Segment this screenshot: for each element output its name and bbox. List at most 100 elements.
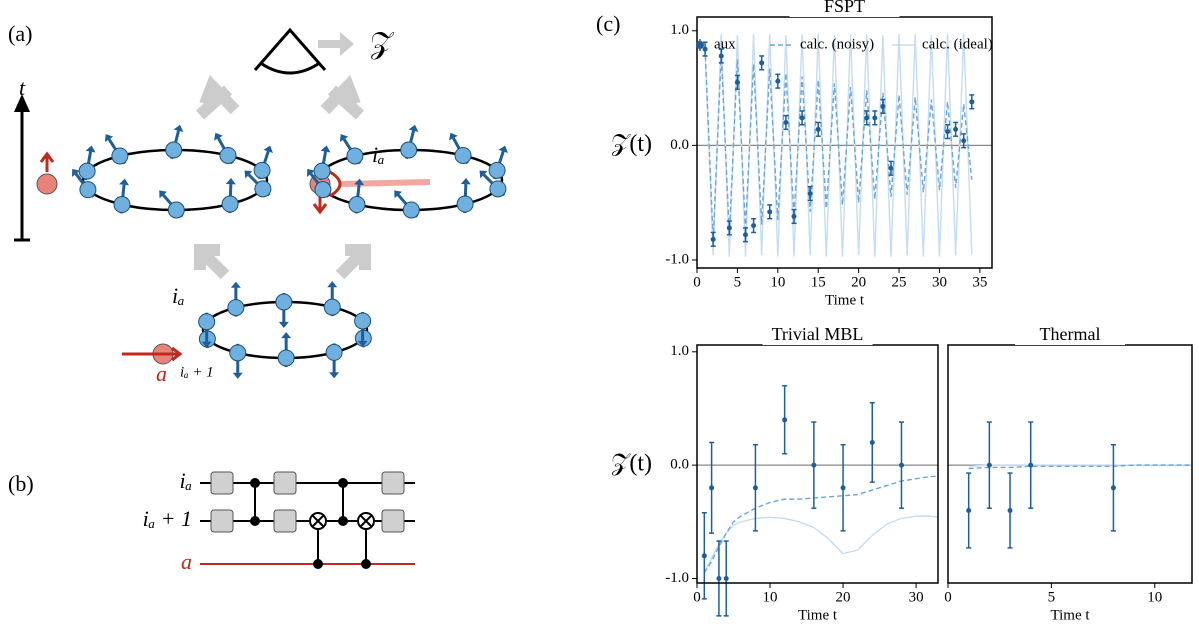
- arrow: [122, 346, 183, 362]
- marker: [864, 115, 870, 121]
- error-point: [759, 55, 765, 71]
- marker: [953, 126, 959, 132]
- arrow: [318, 32, 354, 56]
- marker: [751, 223, 757, 229]
- x-tick-label: 35: [972, 274, 987, 290]
- spin-head: [329, 372, 340, 379]
- error-point: [799, 110, 805, 126]
- spin: [113, 196, 131, 214]
- arrow: [194, 244, 230, 280]
- chart-title: Trivial MBL: [772, 324, 864, 344]
- control-dot: [250, 516, 260, 526]
- title-bg: [1015, 331, 1125, 345]
- diagram: [14, 27, 508, 569]
- x-tick-label: 20: [836, 589, 851, 605]
- marker: [945, 129, 951, 135]
- error-point: [869, 402, 875, 483]
- control-dot: [361, 559, 371, 569]
- spin-head: [263, 145, 273, 153]
- spin-head: [278, 321, 289, 329]
- spin: [111, 147, 129, 165]
- error-point: [945, 123, 951, 140]
- marker: [807, 191, 813, 197]
- site-label: iₐ: [172, 283, 185, 308]
- control-dot: [250, 478, 260, 488]
- spin-head: [357, 340, 368, 347]
- marker: [791, 213, 797, 219]
- marker: [710, 236, 716, 242]
- y-tick-label: 0.0: [670, 137, 689, 153]
- ring: [81, 148, 269, 212]
- spin-head: [394, 190, 403, 199]
- error-point: [880, 98, 886, 115]
- error-point: [726, 220, 732, 236]
- y-tick-label: 1.0: [670, 343, 689, 359]
- error-point: [898, 421, 904, 509]
- legend-label: calc. (noisy): [800, 36, 874, 52]
- marker: [718, 53, 724, 59]
- spin: [78, 162, 96, 180]
- spin-head: [173, 124, 184, 132]
- spin: [254, 180, 272, 198]
- marker: [986, 462, 992, 468]
- x-axis-label: Time t: [825, 292, 865, 308]
- marker: [966, 507, 972, 513]
- spin-head: [225, 178, 236, 185]
- x-tick-label: 25: [892, 274, 907, 290]
- error-point: [811, 421, 817, 509]
- error-point: [701, 511, 707, 600]
- spin: [456, 195, 474, 213]
- panel-label: (a): [8, 21, 32, 46]
- gate: [210, 471, 234, 495]
- marker: [840, 485, 846, 491]
- x-tick-label: 30: [909, 589, 924, 605]
- x-tick-label: 10: [770, 274, 785, 290]
- error-point: [782, 385, 788, 455]
- legend-label: calc. (ideal): [922, 36, 993, 52]
- spin-head: [85, 145, 96, 153]
- legend-key: [696, 41, 704, 49]
- gate: [381, 471, 405, 495]
- arrow-head: [14, 94, 30, 112]
- marker: [759, 60, 765, 66]
- x-tick-label: 15: [811, 274, 826, 290]
- spin-down: [312, 196, 328, 215]
- error-point: [734, 74, 740, 90]
- interaction: [339, 179, 431, 187]
- spin: [489, 180, 507, 198]
- error-point: [767, 204, 773, 220]
- error-point: [751, 217, 757, 234]
- spin-head: [119, 178, 130, 186]
- error-point: [864, 110, 870, 126]
- control-dot: [338, 478, 348, 488]
- y-tick-label: -1.0: [665, 570, 689, 586]
- error-point: [723, 540, 729, 617]
- marker: [799, 115, 805, 121]
- marker: [1110, 485, 1116, 491]
- spin-head: [354, 178, 365, 186]
- error-point: [986, 421, 992, 509]
- marker: [775, 78, 781, 84]
- spin-head: [408, 124, 419, 132]
- gate: [381, 509, 405, 533]
- arrow: [335, 244, 371, 280]
- wire-label: a: [181, 549, 192, 574]
- plot-area: [948, 345, 1192, 583]
- marker: [782, 417, 788, 423]
- error-point: [1110, 443, 1116, 532]
- panel-label: (c): [596, 11, 620, 36]
- spin: [253, 161, 271, 179]
- x-tick-label: 5: [1048, 589, 1056, 605]
- error-point: [1028, 421, 1034, 509]
- marker: [726, 225, 732, 231]
- gate: [210, 509, 234, 533]
- chart-title: FSPT: [824, 0, 865, 16]
- marker: [969, 99, 975, 105]
- title-bg: [789, 3, 900, 17]
- error-point: [872, 110, 878, 126]
- spin: [227, 299, 245, 317]
- error-point: [742, 227, 748, 243]
- spin: [323, 298, 341, 316]
- marker: [880, 103, 886, 109]
